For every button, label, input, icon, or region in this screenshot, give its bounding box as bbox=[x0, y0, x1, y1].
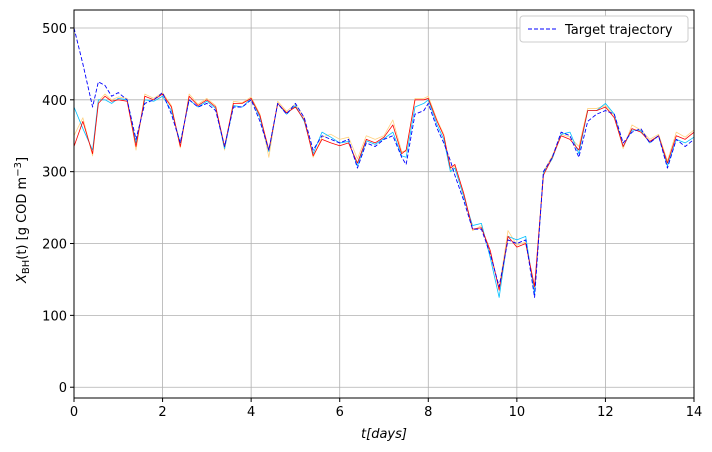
y-tick-label: 400 bbox=[42, 94, 67, 109]
series-line-0 bbox=[73, 27, 695, 298]
y-axis-label: XBH(t) [g COD m−3] bbox=[13, 157, 32, 284]
x-tick-label: 2 bbox=[158, 405, 166, 420]
y-tick-label: 200 bbox=[42, 238, 67, 253]
y-tick-label: 0 bbox=[59, 381, 67, 396]
x-tick-label: 4 bbox=[247, 405, 255, 420]
series-line-1 bbox=[73, 93, 695, 291]
series-layer bbox=[73, 27, 695, 298]
legend: Target trajectory bbox=[519, 15, 689, 43]
y-tick-label: 300 bbox=[42, 166, 67, 181]
x-tick-label: 0 bbox=[70, 405, 78, 420]
plot-frame bbox=[73, 9, 695, 399]
y-tick-label: 100 bbox=[42, 309, 67, 324]
x-axis-ticks: 0 2 4 6 8 10 12 14 bbox=[70, 398, 702, 420]
legend-box bbox=[519, 15, 689, 43]
x-tick-label: 14 bbox=[686, 405, 703, 420]
x-axis-label: t[days] bbox=[361, 427, 407, 442]
y-axis-ticks: 0 100 200 300 400 500 bbox=[42, 22, 74, 396]
y-tick-label: 500 bbox=[42, 22, 67, 37]
x-tick-label: 10 bbox=[509, 405, 526, 420]
legend-label-target-trajectory: Target trajectory bbox=[564, 23, 673, 38]
x-tick-label: 6 bbox=[336, 405, 344, 420]
x-tick-label: 12 bbox=[597, 405, 614, 420]
x-tick-label: 8 bbox=[424, 405, 432, 420]
